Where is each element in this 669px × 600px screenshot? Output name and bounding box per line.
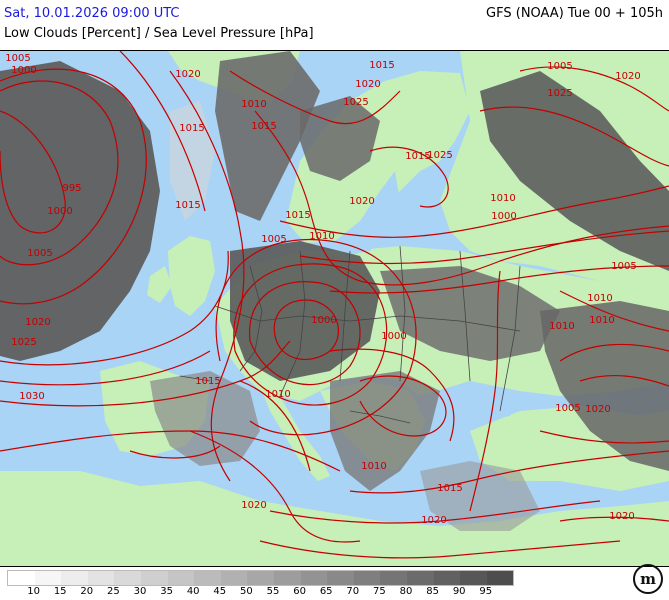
legend-ticks: 10 15 20 25 30 35 40 45 50 55 60 65 70 75 80 85 90 95 — [7, 586, 527, 598]
isobar-label: 1020 — [175, 69, 200, 80]
legend-tick-label: 55 — [266, 586, 280, 597]
country-borders — [179, 245, 521, 424]
isobar-label: 1015 — [405, 151, 430, 162]
legend-swatch — [380, 571, 407, 585]
legend-tick-label: 20 — [80, 586, 94, 597]
legend-tick-label: 45 — [213, 586, 227, 597]
isobar-label: 1000 — [11, 65, 36, 76]
legend-tick-label: 40 — [186, 586, 200, 597]
legend-tick-label: 15 — [53, 586, 67, 597]
legend-swatch — [61, 571, 88, 585]
isobar-label: 1025 — [343, 97, 368, 108]
legend-swatch — [327, 571, 354, 585]
legend-swatch — [273, 571, 301, 585]
isobar-label: 1000 — [311, 315, 336, 326]
map-variable-title: Low Clouds [Percent] / Sea Level Pressur… — [4, 26, 314, 41]
isobar-label: 1005 — [261, 234, 286, 245]
legend-tick-label: 80 — [399, 586, 413, 597]
isobar-label: 1010 — [361, 461, 386, 472]
isobar-label: 1000 — [381, 331, 406, 342]
isobar-label: 1015 — [251, 121, 276, 132]
legend-tick-label: 85 — [426, 586, 439, 597]
isobar-label: 1015 — [285, 210, 310, 221]
isobar-label: 1010 — [589, 315, 614, 326]
isobar-label: 1010 — [241, 99, 266, 110]
isobar-label: 1005 — [555, 403, 580, 414]
isobar-label: 1025 — [427, 150, 452, 161]
isobar-label: 1015 — [437, 483, 462, 494]
isobar-label: 1010 — [490, 193, 515, 204]
isobar-label: 1020 — [609, 511, 634, 522]
isobar-label: 1010 — [549, 321, 574, 332]
isobar-label: 1015 — [179, 123, 204, 134]
isobar-label: 1005 — [27, 248, 52, 259]
isobar-label: 1010 — [265, 389, 290, 400]
model-run-label: GFS (NOAA) Tue 00 + 105h — [486, 6, 663, 21]
legend-tick-label: 75 — [373, 586, 386, 597]
legend-swatch — [460, 571, 487, 585]
isobar-label: 1020 — [355, 79, 380, 90]
header-left: Sat, 10.01.2026 09:00 UTC Low Clouds [Pe… — [4, 6, 314, 42]
isobar-label: 1000 — [491, 211, 516, 222]
isobar-label: 1020 — [421, 515, 446, 526]
legend-swatch — [353, 571, 381, 585]
isobar-label: 1020 — [349, 196, 374, 207]
north-africa — [0, 471, 669, 566]
legend-swatch — [87, 571, 115, 585]
legend-swatch — [247, 571, 274, 585]
isobar-label: 1005 — [611, 261, 636, 272]
isobar-label: 1010 — [587, 293, 612, 304]
isobar-label: 1020 — [585, 404, 610, 415]
isobar-label: 1025 — [11, 337, 36, 348]
isobars — [0, 51, 669, 559]
cloud-legend — [7, 570, 515, 586]
legend-swatch — [167, 571, 195, 585]
legend-tick-label: 65 — [319, 586, 333, 597]
legend-tick-label: 25 — [107, 586, 120, 597]
isobar-label: 1005 — [547, 61, 572, 72]
forecast-datetime: Sat, 10.01.2026 09:00 UTC — [4, 6, 180, 21]
isobar-label: 1020 — [615, 71, 640, 82]
isobar-label: 995 — [62, 183, 81, 194]
isobar-label: 1015 — [175, 200, 200, 211]
isobar-label: 1000 — [47, 206, 72, 217]
ireland — [147, 266, 172, 303]
meteo-logo: m — [633, 564, 663, 594]
legend-swatch — [406, 571, 434, 585]
isobar-label: 1015 — [195, 376, 220, 387]
legend-tick-label: 50 — [240, 586, 253, 597]
legend-swatch — [486, 571, 514, 585]
legend-tick-label: 35 — [160, 586, 173, 597]
legend-swatch — [34, 571, 62, 585]
isobar-label: 1025 — [547, 88, 572, 99]
british-isles — [168, 236, 215, 316]
isobar-label: 1020 — [25, 317, 50, 328]
legend-swatch — [114, 571, 141, 585]
legend-swatch — [8, 571, 35, 585]
isobar-label: 1020 — [241, 500, 266, 511]
isobar-label: 1030 — [19, 391, 44, 402]
legend-tick-label: 10 — [27, 586, 40, 597]
isobar-label: 1005 — [5, 53, 30, 64]
scandinavia — [286, 71, 470, 243]
legend-tick-label: 70 — [346, 586, 360, 597]
weather-map: 1005 1000 1020 1015 1010 995 1000 1015 1005 1020 1… — [0, 50, 669, 567]
legend-tick-label: 90 — [452, 586, 466, 597]
legend-tick-label: 95 — [479, 586, 493, 597]
legend-swatch — [194, 571, 221, 585]
isobar-label: 1015 — [369, 60, 394, 71]
legend-swatch — [140, 571, 168, 585]
legend-swatch — [220, 571, 248, 585]
legend-swatch — [300, 571, 328, 585]
legend-tick-label: 30 — [133, 586, 147, 597]
legend-tick-label: 60 — [293, 586, 306, 597]
legend-swatch — [433, 571, 461, 585]
isobar-label: 1010 — [309, 231, 334, 242]
